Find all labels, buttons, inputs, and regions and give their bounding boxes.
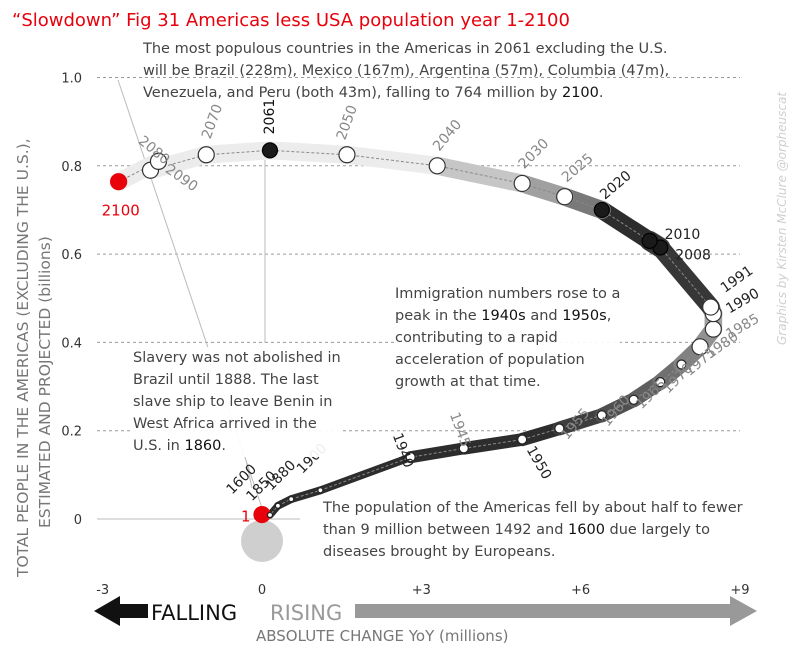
y-tick-label: 0 [74, 513, 82, 528]
year-label-2100: 2100 [102, 202, 140, 220]
year-label-2061: 2061 [262, 99, 278, 135]
point-1975 [676, 359, 687, 370]
point-2050 [338, 146, 356, 164]
x-axis-label: ABSOLUTE CHANGE YoY (millions) [256, 627, 508, 645]
year-label-2010: 2010 [665, 227, 701, 243]
axes: 0 0.2 0.4 0.6 0.8 1.0 -3 0 +3 +6 +9 [61, 72, 749, 599]
y-tick-label: 0.4 [61, 336, 82, 351]
y-tick-label: 0.6 [61, 248, 82, 263]
annotation-slavery: Slavery was not abolished in Brazil unti… [133, 347, 341, 457]
point-1880 [288, 496, 295, 503]
x-tick-label: +6 [571, 583, 590, 598]
historic-drop-marker [241, 520, 283, 562]
point-1985 [704, 320, 722, 338]
point-1945 [458, 443, 469, 454]
year-label-2070: 2070 [199, 102, 226, 141]
y-tick-label: 0.2 [61, 425, 82, 440]
point-2070 [197, 146, 215, 164]
point-1960 [596, 410, 607, 421]
point-2090 [149, 152, 168, 170]
point-1970 [655, 377, 666, 388]
x-tick-label: +9 [730, 583, 749, 598]
year-label-2030: 2030 [516, 136, 553, 173]
annotation-immigration: Immigration numbers rose to a peak in th… [395, 283, 621, 393]
point-2061 [261, 142, 279, 159]
point-1965 [628, 394, 639, 405]
annotation-top-line2: will be Brazil (228m), Mexico (167m), Ar… [143, 63, 670, 79]
point-2025 [556, 188, 574, 206]
credit-text: Graphics by Kirsten McClure @orpheuscat [775, 91, 789, 345]
data-points [110, 142, 722, 524]
year-label-1945: 1945 [446, 410, 473, 449]
annotation-top-year: 2100 [561, 85, 599, 101]
x-tick-label: -3 [96, 583, 109, 598]
direction-arrows: FALLING RISING [94, 596, 757, 626]
point-1955 [554, 423, 565, 434]
annotation-top-line1: The most populous countries in the Ameri… [143, 41, 668, 57]
y-tick-label: 1.0 [61, 72, 82, 87]
point-1950 [517, 434, 528, 445]
year-label-1: 1 [241, 508, 251, 526]
rising-label: RISING [270, 601, 342, 625]
point-1900 [317, 487, 324, 494]
point-1600 [266, 511, 274, 519]
point-1991 [702, 298, 720, 316]
x-tick-label: 0 [258, 583, 266, 598]
point-2030 [513, 174, 531, 193]
annotation-fell: The population of the Americas fell by a… [323, 497, 743, 563]
leader-line [245, 459, 253, 489]
year-label-2008: 2008 [675, 247, 711, 263]
point-2040 [428, 157, 446, 175]
point-1940 [405, 452, 416, 463]
point-2010 [641, 232, 658, 249]
year-label-1985: 1985 [723, 311, 762, 343]
year-label-2040: 2040 [430, 117, 465, 155]
year-label-1950: 1950 [523, 444, 555, 483]
x-tick-label: +3 [412, 583, 431, 598]
year-label-2025: 2025 [559, 151, 597, 186]
point-2100 [110, 173, 128, 191]
falling-label: FALLING [151, 601, 237, 625]
annotation-top: The most populous countries in the Ameri… [143, 38, 669, 104]
falling-arrow-icon [94, 596, 148, 626]
point-1980 [691, 338, 709, 356]
annotation-top-line3: Venezuela, and Peru (both 43m), falling … [143, 85, 562, 101]
chart-title: “Slowdown” Fig 31 Americas less USA popu… [12, 10, 570, 31]
year-label-2050: 2050 [334, 103, 361, 142]
y-tick-label: 0.8 [61, 160, 82, 175]
rising-arrow-icon [355, 596, 757, 626]
point-1850 [274, 502, 282, 509]
year-label-2020: 2020 [597, 168, 635, 203]
y-axis-label-line2: ESTIMATED AND PROJECTED (billions) [36, 236, 54, 528]
y-axis-label-line1: TOTAL PEOPLE IN THE AMERICAS (EXCLUDING … [14, 138, 32, 578]
point-2020 [593, 201, 610, 219]
